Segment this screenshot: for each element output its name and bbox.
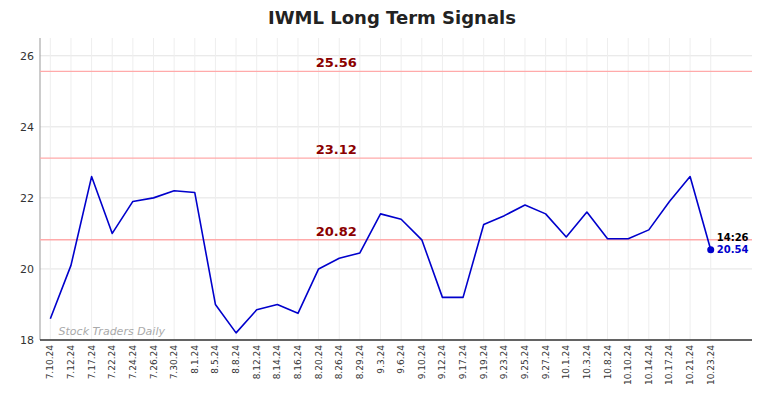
x-tick-label: 8.1.24 xyxy=(190,345,200,374)
title: IWML Long Term Signals xyxy=(268,7,516,28)
x-grid-line xyxy=(256,38,257,340)
last-time-label: 14:26 xyxy=(717,232,749,243)
x-tick-label: 10.1.24 xyxy=(561,345,571,380)
x-tick-label: 8.12.24 xyxy=(252,345,262,380)
x-grid-line xyxy=(153,38,154,340)
x-tick-label: 8.26.24 xyxy=(334,345,344,380)
x-grid-line xyxy=(112,38,113,340)
x-grid-line xyxy=(421,38,422,340)
x-tick-label: 8.5.24 xyxy=(210,345,220,374)
x-grid-line xyxy=(648,38,649,340)
x-grid-line xyxy=(132,38,133,340)
watermark: Stock Traders Daily xyxy=(59,325,166,338)
y-grid-line xyxy=(40,340,752,341)
x-tick-label: 7.24.24 xyxy=(128,345,138,380)
x-grid-line xyxy=(586,38,587,340)
x-tick-label: 8.29.24 xyxy=(355,345,365,380)
y-tick-label: 18 xyxy=(20,334,34,347)
x-tick-label: 8.8.24 xyxy=(231,345,241,374)
x-tick-label: 8.14.24 xyxy=(272,345,282,380)
x-tick-label: 10.8.24 xyxy=(603,345,613,380)
x-grid-line xyxy=(690,38,691,340)
x-tick-label: 7.22.24 xyxy=(107,345,117,380)
x-tick-label: 7.12.24 xyxy=(66,345,76,380)
x-grid-line xyxy=(174,38,175,340)
x-tick-label: 7.30.24 xyxy=(169,345,179,380)
x-grid-line xyxy=(236,38,237,340)
x-grid-line xyxy=(91,38,92,340)
x-grid-line xyxy=(70,38,71,340)
y-grid-line xyxy=(40,268,752,269)
price-line xyxy=(50,177,710,333)
x-grid-line xyxy=(545,38,546,340)
signal-line xyxy=(40,239,752,240)
x-tick-label: 7.10.24 xyxy=(45,345,55,380)
x-tick-label: 8.16.24 xyxy=(293,345,303,380)
y-tick-label: 22 xyxy=(20,192,34,205)
x-grid-line xyxy=(710,38,711,340)
x-tick-label: 10.17.24 xyxy=(664,345,674,385)
y-axis-line xyxy=(40,38,41,340)
y-tick-label: 20 xyxy=(20,263,34,276)
x-tick-label: 7.17.24 xyxy=(87,345,97,380)
x-grid-line xyxy=(339,38,340,340)
x-tick-label: 7.26.24 xyxy=(149,345,159,380)
grid xyxy=(40,38,752,340)
signal-line xyxy=(40,157,752,158)
x-tick-label: 10.3.24 xyxy=(582,345,592,380)
y-grid-line xyxy=(40,126,752,127)
x-tick-label: 10.23.24 xyxy=(706,345,716,385)
x-tick-label: 8.20.24 xyxy=(314,345,324,380)
x-grid-line xyxy=(297,38,298,340)
x-grid-line xyxy=(318,38,319,340)
x-tick-label: 9.12.24 xyxy=(437,345,447,380)
x-tick-label: 9.25.24 xyxy=(520,345,530,380)
x-grid-line xyxy=(380,38,381,340)
x-tick-label: 10.21.24 xyxy=(685,345,695,385)
x-tick-label: 10.14.24 xyxy=(644,345,654,385)
x-grid-line xyxy=(483,38,484,340)
x-grid-line xyxy=(524,38,525,340)
x-tick-label: 9.17.24 xyxy=(458,345,468,380)
x-grid-line xyxy=(194,38,195,340)
x-axis-line xyxy=(40,339,752,341)
x-grid-line xyxy=(628,38,629,340)
x-grid-line xyxy=(359,38,360,340)
x-grid-line xyxy=(401,38,402,340)
signal-line xyxy=(40,71,752,72)
x-grid-line xyxy=(607,38,608,340)
last-point xyxy=(707,246,714,253)
last-value-label: 20.54 xyxy=(717,244,749,255)
x-tick-label: 9.27.24 xyxy=(541,345,551,380)
y-tick-label: 24 xyxy=(20,121,34,134)
x-grid-line xyxy=(277,38,278,340)
signal-label: 25.56 xyxy=(316,55,357,70)
x-grid-line xyxy=(50,38,51,340)
plot-area xyxy=(40,71,752,332)
signal-label: 20.82 xyxy=(316,224,357,239)
y-tick-label: 26 xyxy=(20,50,34,63)
x-tick-label: 9.19.24 xyxy=(479,345,489,380)
background xyxy=(0,0,784,398)
x-grid-line xyxy=(566,38,567,340)
x-tick-label: 9.23.24 xyxy=(499,345,509,380)
y-grid-line xyxy=(40,55,752,56)
x-grid-line xyxy=(215,38,216,340)
x-grid-line xyxy=(504,38,505,340)
x-tick-label: 10.10.24 xyxy=(623,345,633,385)
signal-label: 23.12 xyxy=(316,142,357,157)
chart: IWML Long Term Signals 18 20 22 24 26 7.10.24 7… xyxy=(0,0,784,398)
x-grid-line xyxy=(669,38,670,340)
x-tick-label: 9.10.24 xyxy=(417,345,427,380)
x-tick-label: 9.6.24 xyxy=(396,345,406,374)
x-tick-label: 9.3.24 xyxy=(376,345,386,374)
